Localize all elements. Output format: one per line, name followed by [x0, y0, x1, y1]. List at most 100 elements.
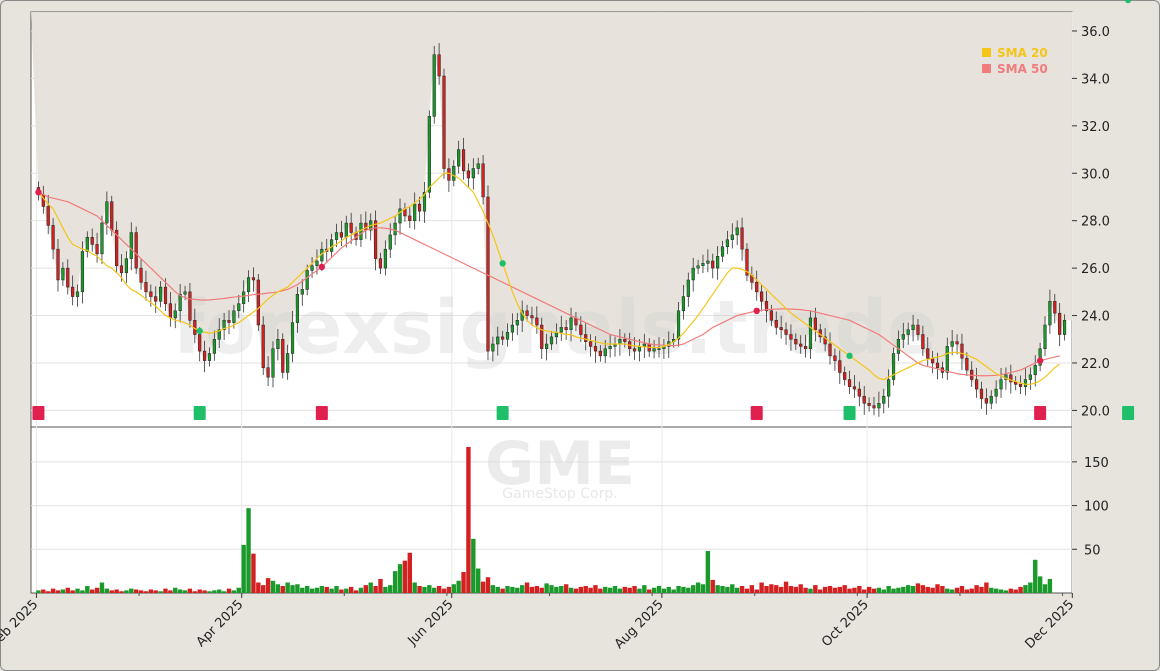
volume-tick-label: 150	[1084, 456, 1109, 471]
candle-body	[90, 237, 94, 245]
candle-body	[491, 343, 495, 352]
volume-bar	[700, 584, 706, 593]
volume-bar	[348, 586, 354, 593]
signal-dot	[1124, 0, 1132, 4]
candle-body	[701, 263, 705, 266]
volume-bar	[822, 586, 828, 593]
candle-body	[803, 346, 808, 349]
volume-bar	[842, 585, 847, 593]
volume-bar	[1013, 589, 1018, 593]
volume-bar	[221, 591, 227, 593]
volume-bar	[70, 590, 75, 593]
price-tick-label: 22.0	[1081, 357, 1110, 372]
price-tick-label: 24.0	[1081, 310, 1110, 325]
volume-bar	[651, 587, 657, 593]
candle-body	[584, 334, 588, 342]
candle-body	[745, 248, 749, 276]
volume-bar	[80, 590, 85, 593]
candle-body	[789, 334, 793, 340]
volume-bar	[412, 582, 417, 593]
volume-bar	[681, 586, 686, 593]
volume-bar	[568, 587, 574, 593]
candle-body	[330, 239, 334, 252]
signal-dot	[499, 260, 506, 267]
candle-body	[413, 203, 417, 221]
candle-body	[696, 265, 700, 269]
candle-body	[281, 339, 285, 373]
volume-bar	[36, 590, 41, 593]
volume-bar	[1042, 584, 1048, 593]
candle-body	[632, 348, 637, 352]
price-tick-label: 20.0	[1081, 404, 1110, 419]
candle-body	[852, 386, 857, 390]
volume-bar	[119, 591, 124, 593]
volume-bar	[241, 544, 246, 593]
volume-bar	[275, 584, 281, 593]
candle-body	[1062, 320, 1067, 335]
volume-bar	[104, 588, 110, 593]
candle-body	[251, 277, 256, 281]
candle-body	[681, 296, 686, 312]
signal-dot	[753, 307, 760, 314]
signal-badge	[32, 406, 45, 420]
volume-bar	[182, 590, 188, 593]
candle-body	[80, 251, 85, 293]
candle-body	[115, 229, 119, 266]
volume-bar	[485, 577, 491, 593]
candle-body	[965, 357, 969, 371]
candle-body	[755, 282, 759, 293]
volume-bar	[304, 586, 310, 593]
signal-badge	[750, 406, 763, 420]
candle-body	[222, 320, 226, 331]
volume-bar	[265, 578, 271, 593]
volume-bar	[490, 585, 496, 593]
volume-bar	[270, 580, 276, 593]
candle-body	[119, 265, 124, 274]
candle-body	[608, 346, 612, 349]
candle-body	[129, 232, 133, 259]
candle-body	[286, 353, 290, 373]
candle-body	[388, 234, 392, 250]
candle-body	[295, 293, 300, 323]
candle-body	[999, 379, 1003, 390]
volume-bar	[935, 584, 940, 593]
volume-bar	[847, 588, 852, 593]
candle-body	[530, 315, 534, 319]
candle-body	[496, 336, 500, 345]
candle-body	[691, 267, 695, 281]
volume-bar	[392, 571, 398, 593]
volume-bar	[837, 586, 842, 593]
candle-body	[256, 279, 260, 326]
volume-bar	[124, 590, 129, 593]
volume-bar	[930, 587, 935, 593]
candle-body	[276, 339, 280, 349]
volume-bar	[505, 586, 510, 593]
volume-bar	[309, 588, 315, 593]
candle-body	[867, 403, 871, 406]
volume-bar	[715, 585, 720, 593]
candle-body	[1048, 301, 1052, 326]
volume-bar	[451, 584, 456, 593]
volume-bar	[539, 587, 544, 593]
volume-bar	[876, 587, 882, 593]
legend: SMA 20 SMA 50	[982, 46, 1048, 76]
candle-body	[266, 367, 270, 378]
candle-body	[642, 343, 646, 347]
volume-bar	[402, 560, 408, 593]
volume-bar	[534, 586, 540, 593]
candle-body	[823, 336, 827, 345]
candle-body	[501, 336, 505, 340]
volume-bar	[383, 586, 388, 593]
candle-body	[471, 168, 475, 179]
candle-body	[1053, 301, 1057, 314]
volume-bar	[554, 586, 559, 593]
volume-tick-label: 100	[1084, 500, 1109, 515]
buy-signal-marker	[193, 406, 206, 420]
volume-bar	[153, 590, 158, 593]
volume-bar	[344, 588, 349, 593]
candle-body	[720, 246, 725, 257]
buy-signal-marker	[496, 406, 509, 420]
candle-body	[100, 222, 104, 255]
candle-body	[1058, 312, 1062, 335]
candle-body	[212, 339, 216, 354]
